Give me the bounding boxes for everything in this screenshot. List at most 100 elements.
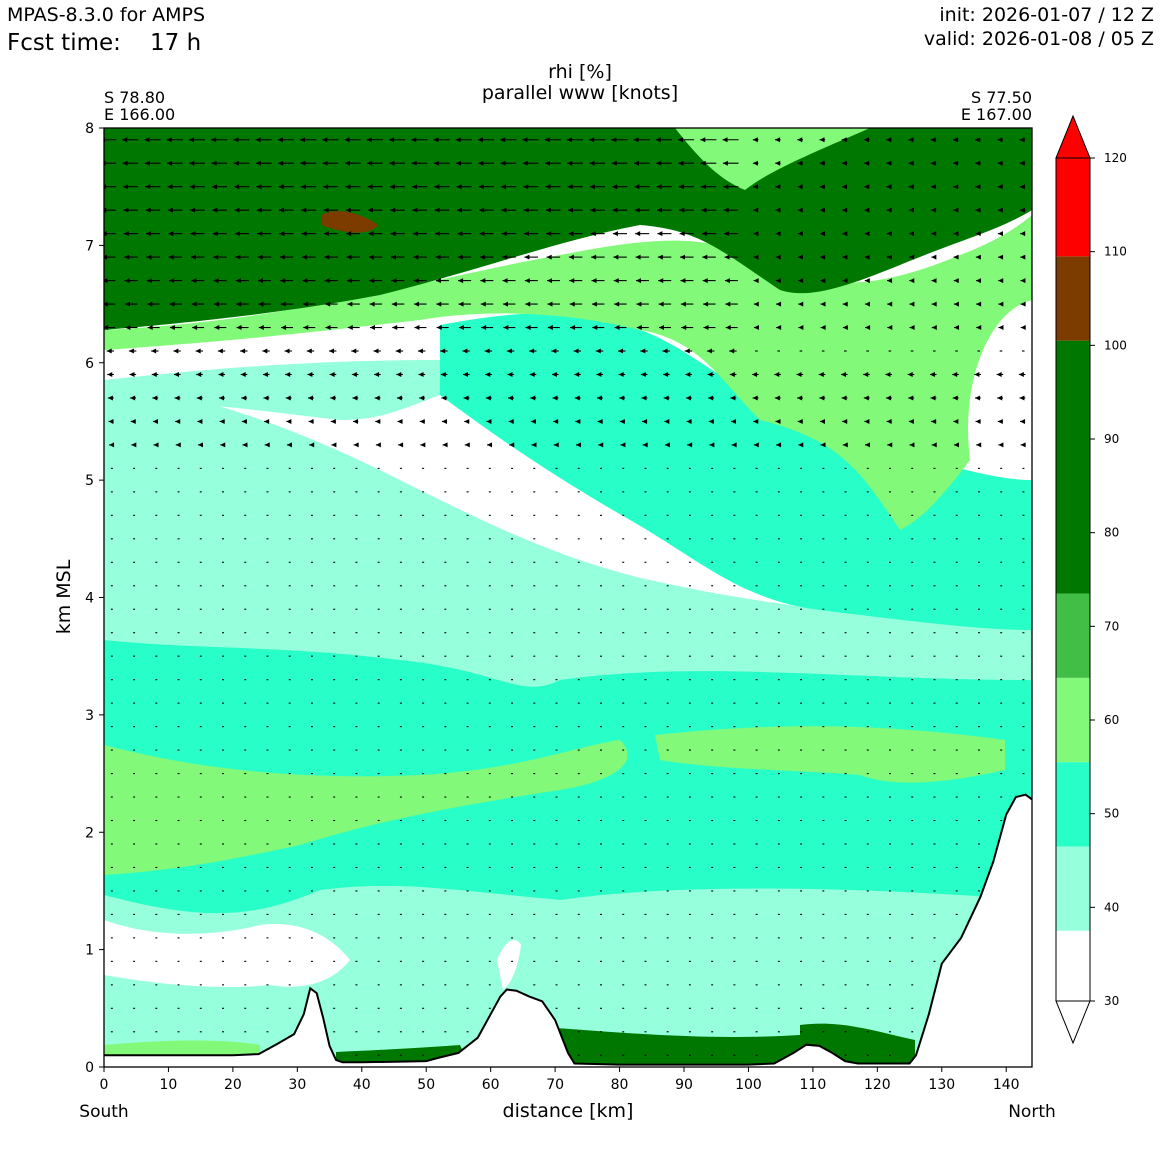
wind-vector-head [997,114,1002,119]
wind-vector-head [240,371,246,377]
wind-vector-head [262,371,268,377]
wind-vector-head [146,254,152,260]
wind-vector-head [864,301,870,307]
wind-vector-head [931,442,937,448]
wind-vector-head [679,207,685,213]
wind-vector-head [440,371,446,377]
wind-vector-head [485,395,491,401]
wind-vector-head [722,160,728,166]
wind-vector-head [679,231,685,237]
wind-vector-head [389,114,394,119]
wind-vector-head [796,371,802,377]
wind-vector-head [441,395,447,401]
wind-vector-head [374,395,380,401]
wind-vector-head [886,184,892,190]
wind-vector-head [195,348,201,354]
wind-vector-head [885,371,891,377]
rhi-region-60-70-right [655,726,1005,783]
wind-vector-head [255,114,260,119]
wind-vector-head [597,395,603,401]
wind-vector-head [213,254,219,260]
wind-vector-head [502,278,508,284]
wind-vector-head [366,137,372,143]
wind-vector-head [1020,301,1026,307]
wind-vector-head [568,254,574,260]
wind-vector-head [197,418,203,424]
wind-vector-head [908,418,914,424]
wind-vector-head [104,325,109,331]
wind-vector-head [300,184,306,190]
wind-vector-head [655,137,661,143]
wind-vector-head [752,137,758,143]
wind-vector-head [953,207,959,213]
wind-vector-head [256,207,262,213]
wind-vector-head [775,114,780,119]
wind-vector-head [909,442,915,448]
wind-vector-head [613,278,619,284]
wind-vector-head [398,442,404,448]
wind-vector-head [547,325,553,331]
wind-vector-head [235,254,241,260]
wind-vector-head [678,114,683,119]
wind-vector-head [842,114,847,119]
rhi-region-white-low [104,920,350,987]
wind-vector-head [818,371,824,377]
wind-vector-head [573,348,579,354]
wind-vector-head [775,160,781,166]
colorbar-tick-label: 80 [1104,526,1119,540]
wind-vector-head [953,231,959,237]
wind-vector-head [753,301,759,307]
wind-vector-head [729,348,735,354]
wind-vector-head [864,160,870,166]
wind-vector-head [568,207,574,213]
wind-vector-head [522,114,527,119]
wind-vector-head [147,325,153,331]
wind-vector-head [590,231,596,237]
wind-vector-head [351,371,357,377]
wind-vector-head [590,207,596,213]
wind-vector-head [129,371,135,377]
wind-vector-head [753,418,759,424]
wind-vector-head [797,418,803,424]
wind-vector-head [909,254,915,260]
wind-vector-head [863,395,869,401]
wind-vector-head [419,418,425,424]
wind-vector-head [301,207,307,213]
wind-vector-head [544,114,549,119]
wind-vector-head [975,278,981,284]
wind-vector-head [589,160,595,166]
wind-vector-head [723,184,729,190]
wind-vector-head [908,137,914,143]
y-tick-label: 6 [85,356,94,372]
wind-vector-head [166,114,171,119]
y-tick-label: 2 [85,825,94,841]
wind-vector-head [214,325,220,331]
wind-vector-head [686,418,692,424]
north-label: North [1008,1102,1056,1122]
wind-vector-head [930,160,936,166]
wind-vector-head [502,301,508,307]
wind-vector-head [614,301,620,307]
wind-vector-head [456,160,462,166]
wind-vector-head [503,325,509,331]
wind-vector-head [974,395,980,401]
wind-vector-head [212,207,218,213]
wind-vector-head [998,325,1004,331]
wind-vector-head [820,278,826,284]
wind-vector-head [545,184,551,190]
wind-vector-head [220,442,226,448]
wind-vector-head [842,325,848,331]
wind-vector-head [546,254,552,260]
wind-vector-head [591,301,597,307]
wind-vector-head [753,231,759,237]
end-lat: S 77.50 [970,88,1032,107]
wind-vector-head [144,114,149,119]
wind-vector-head [455,114,460,119]
wind-vector-head [722,137,728,143]
wind-vector-head [842,207,848,213]
wind-vector-head [681,325,687,331]
y-tick-label: 8 [85,121,94,137]
wind-vector-head [908,160,914,166]
wind-vector-head [997,160,1003,166]
wind-vector-head [656,184,662,190]
